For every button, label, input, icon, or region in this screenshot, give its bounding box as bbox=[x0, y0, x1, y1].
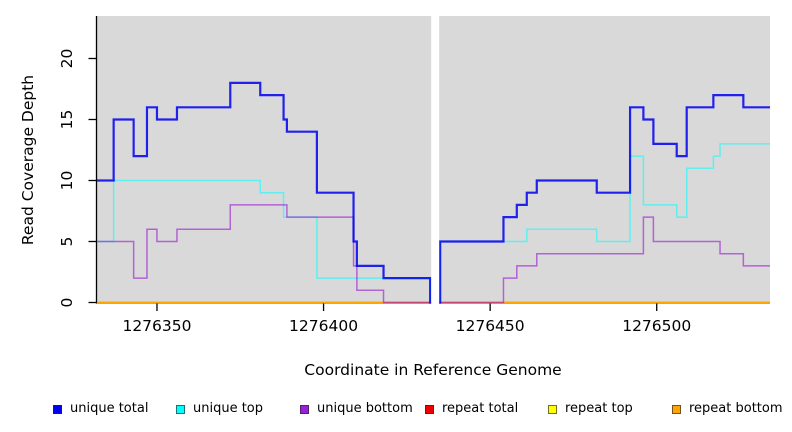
y-tick-label: 10 bbox=[58, 171, 76, 191]
x-tick-label: 1276400 bbox=[289, 317, 358, 335]
y-tick-label: 0 bbox=[58, 298, 76, 308]
x-tick-label: 1276350 bbox=[122, 317, 191, 335]
y-tick-label: 20 bbox=[58, 49, 76, 69]
x-tick-label: 1276500 bbox=[622, 317, 691, 335]
y-tick-label: 5 bbox=[58, 237, 76, 247]
x-tick-label: 1276450 bbox=[456, 317, 525, 335]
series-line-unique-bottom bbox=[97, 204, 770, 304]
series-line-unique-top bbox=[97, 143, 770, 304]
y-tick-label: 15 bbox=[58, 110, 76, 130]
no-data-gap bbox=[431, 15, 440, 304]
x-axis-title: Coordinate in Reference Genome bbox=[304, 361, 562, 379]
series-line-unique-total bbox=[97, 81, 770, 304]
y-axis-title: Read Coverage Depth bbox=[19, 74, 37, 246]
